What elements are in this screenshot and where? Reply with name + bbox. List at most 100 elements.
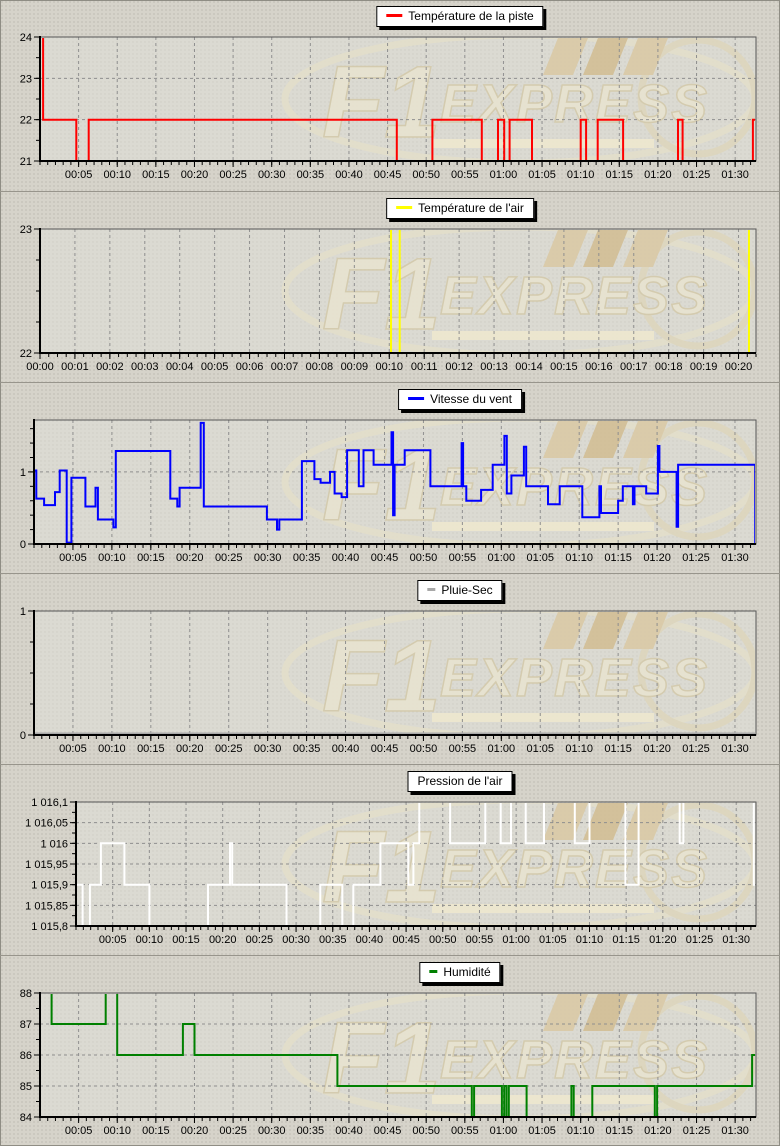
chart-panel-humidity: Humidité 00:05 00:10 00:15 00:20 00:25 00:30 0…	[0, 955, 780, 1146]
svg-text:00:45: 00:45	[374, 169, 402, 181]
svg-text:01:30: 01:30	[721, 1125, 749, 1137]
svg-text:00:45: 00:45	[371, 552, 399, 564]
svg-text:00:07: 00:07	[271, 361, 299, 373]
legend-line-marker-icon	[386, 14, 403, 17]
svg-text:85: 85	[20, 1081, 32, 1093]
svg-text:01:00: 01:00	[490, 169, 518, 181]
svg-text:01:30: 01:30	[721, 552, 749, 564]
svg-text:00:15: 00:15	[550, 361, 578, 373]
svg-text:00:55: 00:55	[451, 169, 479, 181]
legend-wind-speed: Vitesse du vent	[398, 389, 522, 410]
svg-text:00:15: 00:15	[172, 934, 200, 946]
svg-text:88: 88	[20, 989, 32, 1000]
svg-text:00:25: 00:25	[246, 934, 274, 946]
svg-text:00:12: 00:12	[445, 361, 473, 373]
svg-text:1 016: 1 016	[40, 838, 68, 850]
svg-text:01:05: 01:05	[528, 1125, 556, 1137]
svg-text:1 016,05: 1 016,05	[25, 818, 68, 830]
svg-text:00:30: 00:30	[254, 552, 282, 564]
svg-text:00:05: 00:05	[65, 1125, 93, 1137]
svg-text:01:15: 01:15	[612, 934, 640, 946]
svg-text:01:10: 01:10	[565, 743, 593, 755]
svg-text:86: 86	[20, 1050, 32, 1062]
svg-text:00:30: 00:30	[258, 1125, 286, 1137]
svg-text:00:25: 00:25	[219, 169, 247, 181]
svg-text:00:25: 00:25	[215, 743, 243, 755]
svg-text:00:35: 00:35	[319, 934, 347, 946]
legend-label: Humidité	[443, 965, 491, 979]
svg-text:01:20: 01:20	[644, 169, 672, 181]
svg-text:01:10: 01:10	[565, 552, 593, 564]
svg-text:24: 24	[20, 33, 32, 44]
svg-text:00:50: 00:50	[410, 552, 438, 564]
svg-text:00:45: 00:45	[371, 743, 399, 755]
svg-text:01:30: 01:30	[721, 169, 749, 181]
legend-label: Vitesse du vent	[430, 392, 512, 406]
svg-text:00:15: 00:15	[142, 1125, 170, 1137]
svg-text:00:15: 00:15	[137, 552, 165, 564]
legend-air-temperature: Température de l'air	[386, 198, 534, 219]
svg-text:00:25: 00:25	[219, 1125, 247, 1137]
svg-text:00:50: 00:50	[410, 743, 438, 755]
chart-wind-speed: 00:05 00:10 00:15 00:20 00:25 00:30 00:35 00:40…	[20, 419, 757, 564]
svg-text:01:25: 01:25	[683, 169, 711, 181]
svg-text:1 015,8: 1 015,8	[31, 921, 68, 933]
legend-label: Pluie-Sec	[441, 583, 493, 597]
legend-air-pressure: Pression de l'air	[407, 771, 513, 792]
svg-text:00:45: 00:45	[374, 1125, 402, 1137]
chart-panel-air-temperature: Température de l'air 00:00 00:01 00:02 00:0…	[0, 191, 780, 382]
svg-text:00:15: 00:15	[142, 169, 170, 181]
svg-text:1 015,9: 1 015,9	[31, 880, 68, 892]
svg-text:1 015,95: 1 015,95	[25, 859, 68, 871]
svg-text:01:05: 01:05	[526, 743, 554, 755]
legend-label: Pression de l'air	[417, 774, 503, 788]
svg-text:00:10: 00:10	[98, 552, 126, 564]
svg-text:00:04: 00:04	[166, 361, 194, 373]
svg-text:01:05: 01:05	[528, 169, 556, 181]
svg-text:01:15: 01:15	[604, 743, 632, 755]
svg-text:01:00: 01:00	[502, 934, 530, 946]
svg-text:00:08: 00:08	[306, 361, 334, 373]
svg-text:84: 84	[20, 1112, 32, 1124]
chart-track-temperature: 00:05 00:10 00:15 00:20 00:25 00:30 00:35 00:40…	[20, 33, 757, 181]
svg-text:01:25: 01:25	[682, 552, 710, 564]
svg-text:00:40: 00:40	[335, 169, 363, 181]
svg-text:00:01: 00:01	[61, 361, 89, 373]
svg-text:01:30: 01:30	[722, 934, 750, 946]
svg-text:00:20: 00:20	[176, 743, 204, 755]
svg-text:00:20: 00:20	[725, 361, 753, 373]
svg-text:00:05: 00:05	[99, 934, 127, 946]
svg-text:00:16: 00:16	[585, 361, 613, 373]
svg-text:00:10: 00:10	[136, 934, 164, 946]
svg-text:01:10: 01:10	[576, 934, 604, 946]
svg-text:01:15: 01:15	[604, 552, 632, 564]
svg-text:0: 0	[20, 539, 26, 551]
svg-text:01:20: 01:20	[643, 743, 671, 755]
svg-text:00:20: 00:20	[181, 169, 209, 181]
svg-text:00:50: 00:50	[412, 1125, 440, 1137]
svg-text:01:15: 01:15	[606, 1125, 634, 1137]
chart-panel-wind-speed: Vitesse du vent 00:05 00:10 00:15 00:20 00:2…	[0, 382, 780, 573]
chart-panel-rain-dry: Pluie-Sec 00:05 00:10 00:15 00:20 00:25 00:30…	[0, 573, 780, 764]
svg-text:00:17: 00:17	[620, 361, 648, 373]
svg-text:00:35: 00:35	[293, 743, 321, 755]
svg-text:01:05: 01:05	[526, 552, 554, 564]
legend-track-temperature: Température de la piste	[376, 6, 544, 27]
svg-text:22: 22	[20, 348, 32, 360]
svg-text:00:14: 00:14	[515, 361, 543, 373]
chart-panel-track-temperature: Température de la piste 00:05 00:10 00:15 0…	[0, 0, 780, 191]
svg-text:1: 1	[20, 467, 26, 479]
svg-text:01:20: 01:20	[649, 934, 677, 946]
svg-text:1 016,1: 1 016,1	[31, 798, 68, 809]
legend-rain-dry: Pluie-Sec	[417, 580, 503, 601]
svg-text:00:15: 00:15	[137, 743, 165, 755]
svg-text:00:20: 00:20	[176, 552, 204, 564]
svg-text:00:40: 00:40	[332, 743, 360, 755]
chart-humidity: 00:05 00:10 00:15 00:20 00:25 00:30 00:35 00:40…	[20, 989, 757, 1137]
svg-text:00:02: 00:02	[96, 361, 124, 373]
chart-air-pressure: 00:05 00:10 00:15 00:20 00:25 00:30 00:35 00:40…	[25, 798, 757, 946]
svg-text:00:40: 00:40	[335, 1125, 363, 1137]
chart-rain-dry: 00:05 00:10 00:15 00:20 00:25 00:30 00:35 00:40…	[20, 607, 757, 755]
legend-label: Température de la piste	[408, 9, 534, 23]
